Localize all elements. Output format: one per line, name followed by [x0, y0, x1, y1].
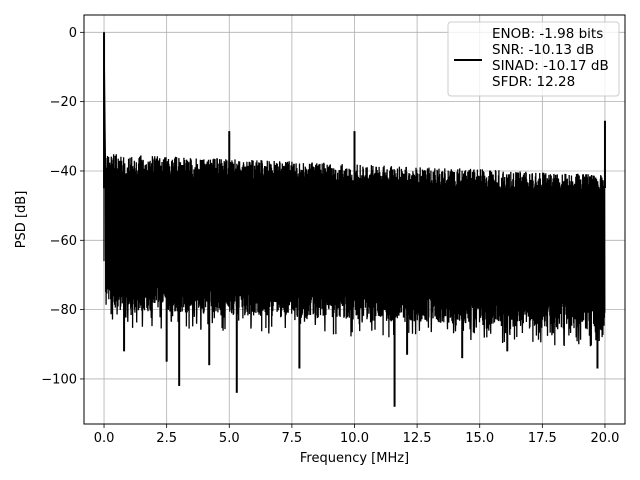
y-tick-label-5: −100 [41, 372, 77, 387]
legend: ENOB: -1.98 bits SNR: -10.13 dB SINAD: -… [447, 21, 620, 97]
x-ticks: 0.0 2.5 5.0 7.5 10.0 12.5 15.0 17.5 20.0 [94, 424, 619, 446]
y-tick-label-1: −20 [50, 95, 77, 110]
x-tick-label-4: 10.0 [340, 431, 369, 446]
x-tick-label-0: 0.0 [94, 431, 115, 446]
y-tick-label-0: 0 [69, 26, 77, 41]
y-tick-label-2: −40 [50, 164, 77, 179]
x-tick-label-3: 7.5 [282, 431, 303, 446]
legend-sinad: SINAD: -10.17 dB [492, 58, 609, 74]
y-tick-label-3: −60 [50, 234, 77, 249]
series-line-0 [103, 32, 606, 407]
x-tick-label-7: 17.5 [528, 431, 557, 446]
legend-snr: SNR: -10.13 dB [492, 42, 594, 58]
x-axis-label: Frequency [MHz] [300, 451, 409, 466]
y-ticks: 0 −20 −40 −60 −80 −100 [41, 26, 84, 387]
y-axis-label: PSD [dB] [14, 191, 29, 249]
legend-enob: ENOB: -1.98 bits [492, 26, 603, 42]
legend-sfdr: SFDR: 12.28 [492, 74, 575, 90]
series-layer [103, 32, 606, 407]
y-tick-label-4: −80 [50, 303, 77, 318]
x-tick-label-2: 5.0 [219, 431, 240, 446]
legend-box [447, 21, 620, 97]
x-tick-label-1: 2.5 [156, 431, 177, 446]
x-tick-label-8: 20.0 [590, 431, 619, 446]
x-tick-label-6: 15.0 [465, 431, 494, 446]
x-tick-label-5: 12.5 [403, 431, 432, 446]
